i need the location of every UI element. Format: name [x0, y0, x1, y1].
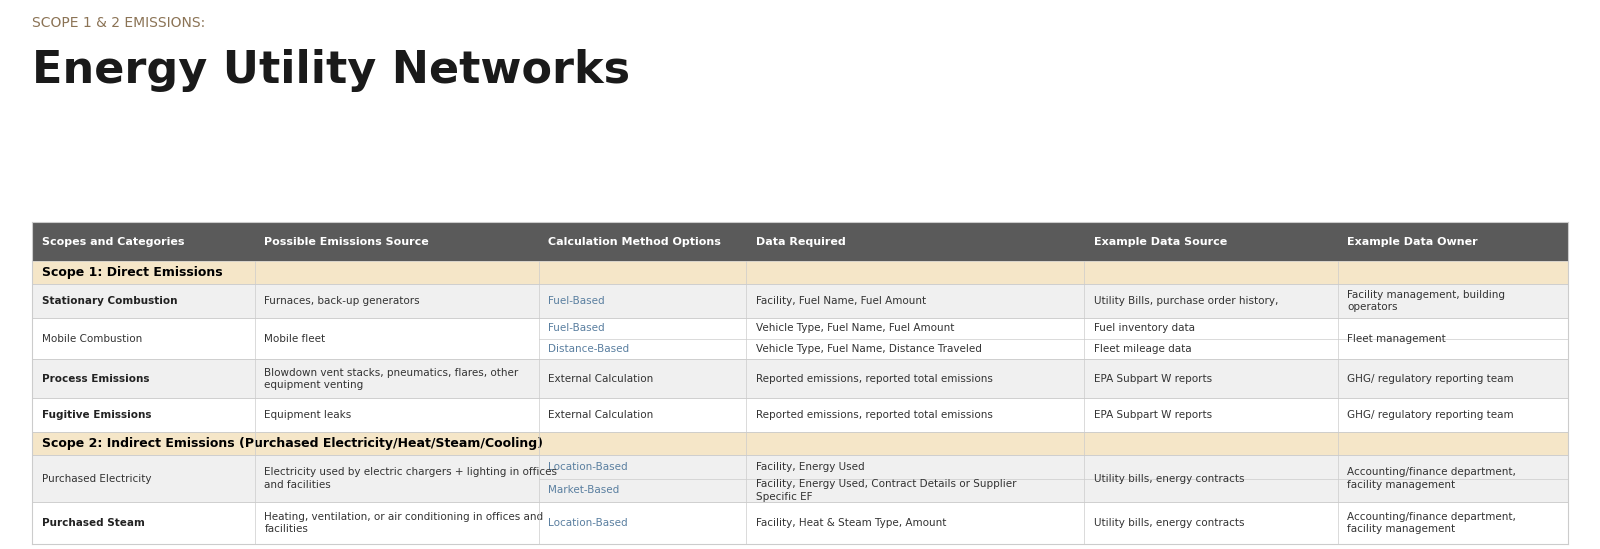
Text: GHG/ regulatory reporting team: GHG/ regulatory reporting team — [1347, 374, 1514, 384]
Bar — [32, 261, 1568, 284]
Text: Location-Based: Location-Based — [549, 518, 629, 528]
Text: Accounting/finance department,
facility management: Accounting/finance department, facility … — [1347, 467, 1517, 490]
Text: Stationary Combustion: Stationary Combustion — [42, 296, 178, 306]
Text: Scopes and Categories: Scopes and Categories — [42, 237, 184, 247]
Text: GHG/ regulatory reporting team: GHG/ regulatory reporting team — [1347, 410, 1514, 420]
Text: Equipment leaks: Equipment leaks — [264, 410, 352, 420]
Text: Mobile Combustion: Mobile Combustion — [42, 334, 142, 344]
Bar — [32, 398, 1568, 432]
Text: Fugitive Emissions: Fugitive Emissions — [42, 410, 150, 420]
Text: Electricity used by electric chargers + lighting in offices
and facilities: Electricity used by electric chargers + … — [264, 467, 557, 490]
Text: EPA Subpart W reports: EPA Subpart W reports — [1094, 410, 1211, 420]
Text: Furnaces, back-up generators: Furnaces, back-up generators — [264, 296, 419, 306]
Text: Facility, Energy Used: Facility, Energy Used — [755, 462, 864, 472]
Text: Distance-Based: Distance-Based — [549, 344, 630, 354]
Bar — [32, 455, 1568, 502]
Text: Reported emissions, reported total emissions: Reported emissions, reported total emiss… — [755, 374, 992, 384]
Bar — [32, 502, 1568, 544]
Text: Fleet management: Fleet management — [1347, 334, 1446, 344]
Text: External Calculation: External Calculation — [549, 410, 654, 420]
Text: Example Data Source: Example Data Source — [1094, 237, 1227, 247]
Text: Fuel inventory data: Fuel inventory data — [1094, 323, 1195, 333]
Text: Fuel-Based: Fuel-Based — [549, 323, 605, 333]
Text: Process Emissions: Process Emissions — [42, 374, 149, 384]
Text: Purchased Steam: Purchased Steam — [42, 518, 144, 528]
Text: Calculation Method Options: Calculation Method Options — [549, 237, 722, 247]
Bar — [32, 318, 1568, 360]
Text: Utility bills, energy contracts: Utility bills, energy contracts — [1094, 474, 1245, 484]
Bar — [32, 432, 1568, 455]
Text: Vehicle Type, Fuel Name, Distance Traveled: Vehicle Type, Fuel Name, Distance Travel… — [755, 344, 982, 354]
Text: Energy Utility Networks: Energy Utility Networks — [32, 49, 630, 92]
Text: Heating, ventilation, or air conditioning in offices and
facilities: Heating, ventilation, or air conditionin… — [264, 512, 544, 534]
Text: Fuel-Based: Fuel-Based — [549, 296, 605, 306]
Text: Data Required: Data Required — [755, 237, 845, 247]
Text: Fleet mileage data: Fleet mileage data — [1094, 344, 1192, 354]
Text: Scope 1: Direct Emissions: Scope 1: Direct Emissions — [42, 266, 222, 279]
Text: Purchased Electricity: Purchased Electricity — [42, 474, 150, 484]
Bar — [32, 284, 1568, 318]
Text: Utility bills, energy contracts: Utility bills, energy contracts — [1094, 518, 1245, 528]
Bar — [32, 360, 1568, 398]
Text: EPA Subpart W reports: EPA Subpart W reports — [1094, 374, 1211, 384]
Text: Utility Bills, purchase order history,: Utility Bills, purchase order history, — [1094, 296, 1278, 306]
Text: Possible Emissions Source: Possible Emissions Source — [264, 237, 429, 247]
Text: Blowdown vent stacks, pneumatics, flares, other
equipment venting: Blowdown vent stacks, pneumatics, flares… — [264, 368, 518, 390]
Text: Mobile fleet: Mobile fleet — [264, 334, 325, 344]
Text: Facility, Fuel Name, Fuel Amount: Facility, Fuel Name, Fuel Amount — [755, 296, 926, 306]
Text: Vehicle Type, Fuel Name, Fuel Amount: Vehicle Type, Fuel Name, Fuel Amount — [755, 323, 954, 333]
Text: Facility, Energy Used, Contract Details or Supplier
Specific EF: Facility, Energy Used, Contract Details … — [755, 479, 1016, 502]
Text: External Calculation: External Calculation — [549, 374, 654, 384]
Text: SCOPE 1 & 2 EMISSIONS:: SCOPE 1 & 2 EMISSIONS: — [32, 16, 205, 31]
Text: Location-Based: Location-Based — [549, 462, 629, 472]
Text: Facility, Heat & Steam Type, Amount: Facility, Heat & Steam Type, Amount — [755, 518, 946, 528]
Text: Example Data Owner: Example Data Owner — [1347, 237, 1478, 247]
Bar — [32, 222, 1568, 261]
Text: Facility management, building
operators: Facility management, building operators — [1347, 290, 1506, 312]
Text: Scope 2: Indirect Emissions (Purchased Electricity/Heat/Steam/Cooling): Scope 2: Indirect Emissions (Purchased E… — [42, 437, 542, 450]
Text: Accounting/finance department,
facility management: Accounting/finance department, facility … — [1347, 512, 1517, 534]
Text: Market-Based: Market-Based — [549, 485, 619, 495]
Text: Reported emissions, reported total emissions: Reported emissions, reported total emiss… — [755, 410, 992, 420]
